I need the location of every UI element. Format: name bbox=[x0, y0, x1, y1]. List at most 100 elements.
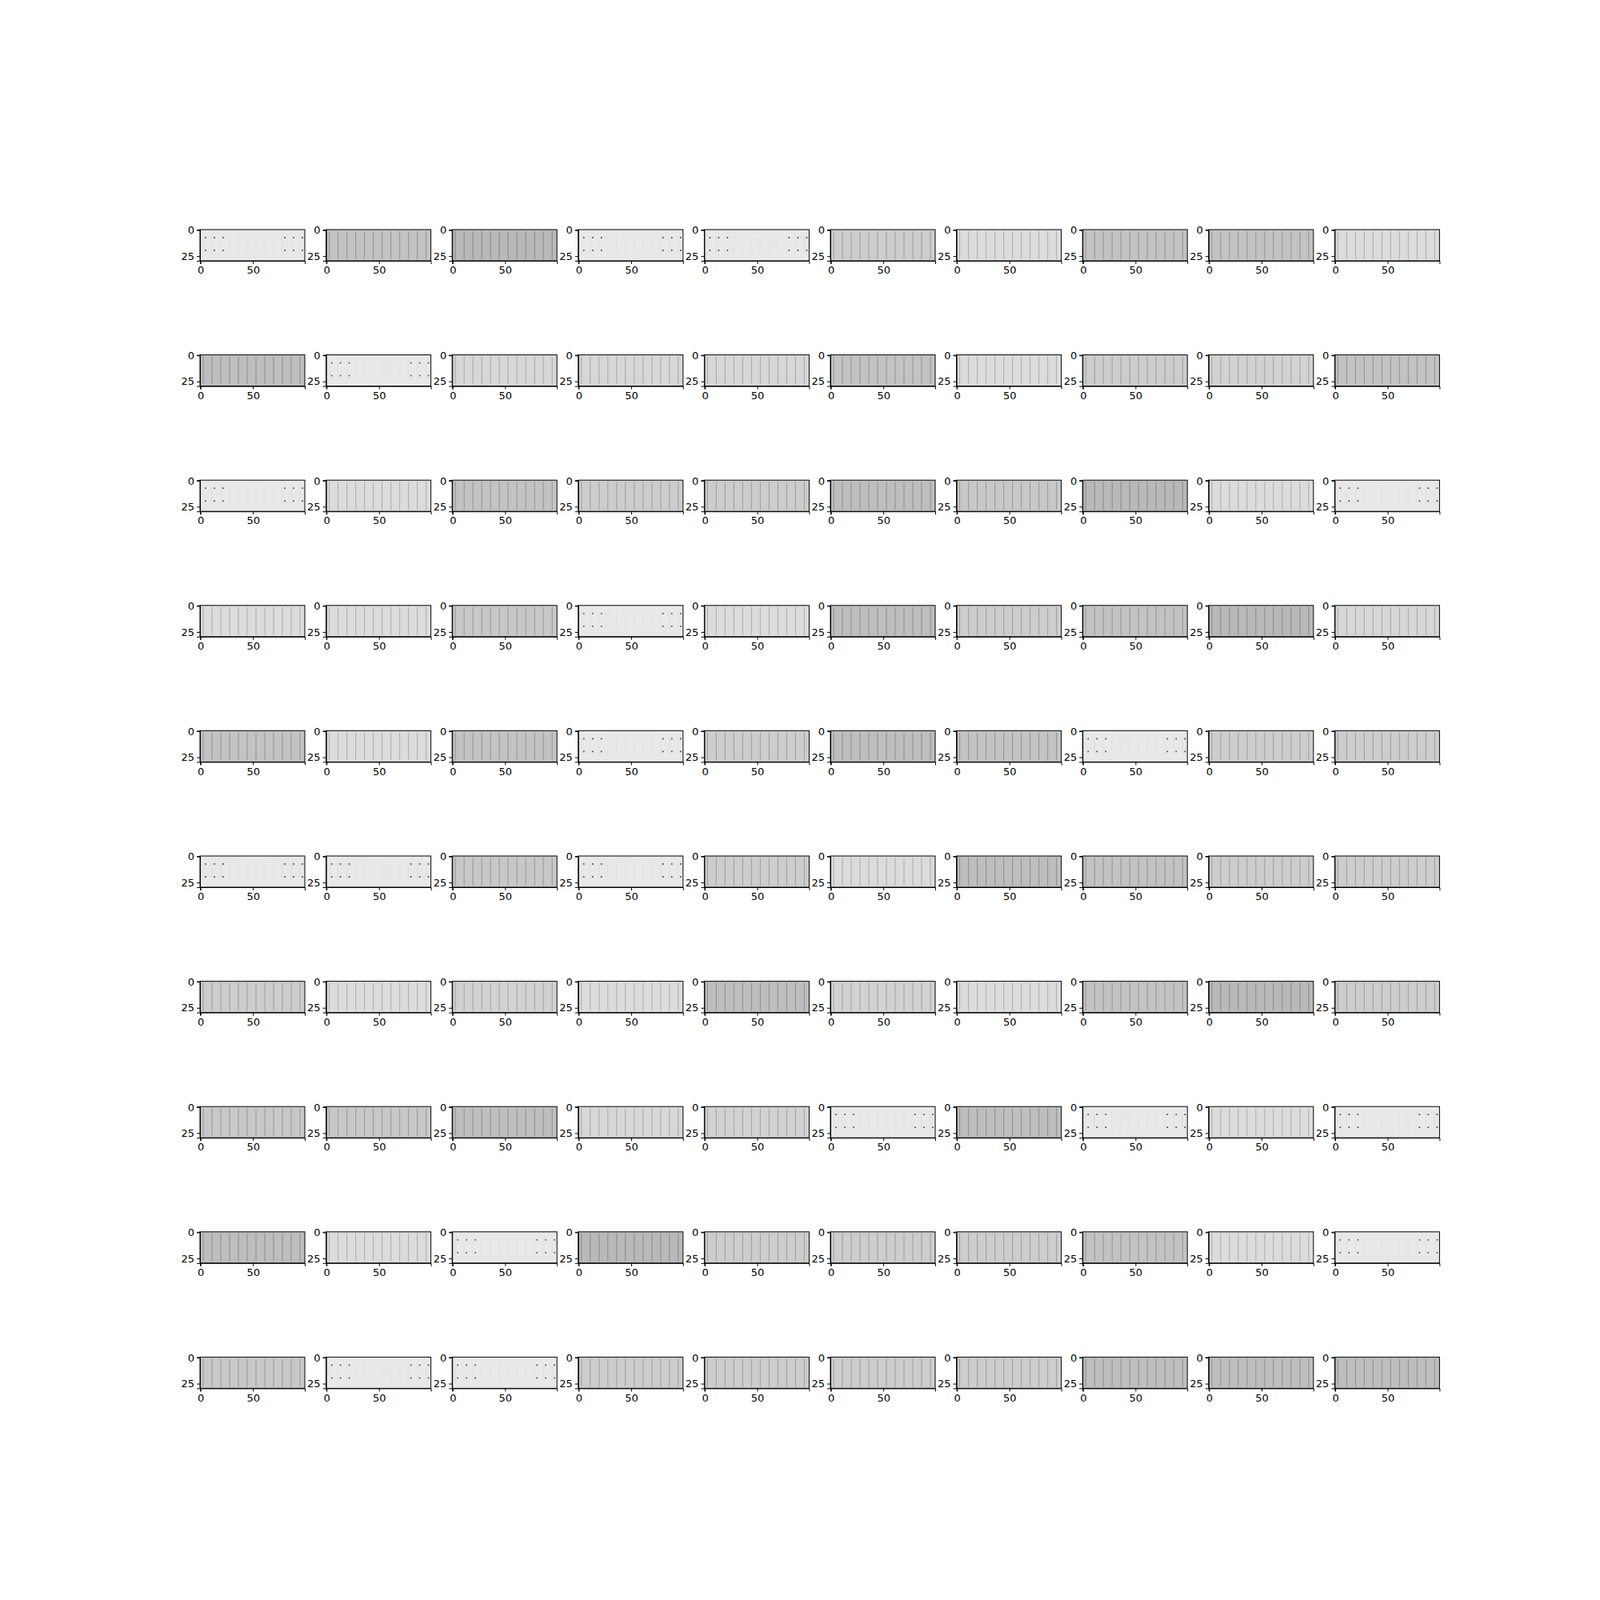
tick: 0 bbox=[954, 260, 961, 276]
texture bbox=[718, 236, 720, 239]
tick-label: 50 bbox=[1129, 640, 1144, 652]
tick-label: 0 bbox=[1196, 725, 1204, 738]
texture bbox=[553, 1364, 556, 1367]
tick-label: 25 bbox=[811, 626, 825, 639]
texture bbox=[923, 1126, 925, 1128]
tick-label: 0 bbox=[324, 514, 331, 527]
texture bbox=[284, 236, 286, 239]
y-axis: 025 bbox=[1189, 1352, 1209, 1391]
image-area bbox=[704, 981, 809, 1013]
tick-label: 0 bbox=[828, 640, 835, 652]
tick: 0 bbox=[566, 1101, 579, 1114]
texture bbox=[1340, 1126, 1342, 1128]
panel: 050025 bbox=[937, 1101, 1062, 1154]
tick-label: 25 bbox=[433, 876, 448, 889]
tick: 25 bbox=[307, 626, 327, 639]
tick: 0 bbox=[1206, 1137, 1213, 1153]
tick: 50 bbox=[751, 1137, 765, 1153]
texture bbox=[923, 1113, 925, 1116]
texture bbox=[348, 1364, 351, 1367]
texture bbox=[583, 738, 585, 740]
x-axis: 050 bbox=[449, 386, 557, 402]
texture bbox=[600, 751, 603, 753]
tick: 25 bbox=[937, 1252, 957, 1265]
image-cell bbox=[200, 981, 305, 1013]
tick: 50 bbox=[1129, 260, 1144, 276]
tick-label: 25 bbox=[1316, 375, 1330, 388]
tick-label: 0 bbox=[1206, 514, 1213, 527]
texture bbox=[536, 1364, 538, 1367]
texture bbox=[348, 362, 351, 364]
tick: 50 bbox=[1129, 1263, 1144, 1279]
image-area bbox=[452, 229, 557, 261]
tick-label: 25 bbox=[559, 876, 573, 889]
panel: 050025 bbox=[433, 1101, 558, 1154]
x-axis: 050 bbox=[324, 636, 432, 652]
tick-label: 50 bbox=[1129, 1266, 1144, 1279]
tick: 50 bbox=[624, 1137, 639, 1153]
tick: 0 bbox=[954, 386, 961, 402]
tick-label: 50 bbox=[1255, 389, 1269, 402]
texture bbox=[465, 1377, 468, 1380]
image-cell bbox=[200, 730, 305, 762]
tick-label: 25 bbox=[811, 250, 825, 263]
y-axis: 0 25 bbox=[1189, 725, 1209, 764]
image-area bbox=[704, 856, 809, 888]
tick: 50 bbox=[876, 1137, 891, 1153]
tick: 0 bbox=[324, 511, 331, 527]
tick: 25 bbox=[559, 250, 579, 263]
tick: 0 bbox=[954, 1012, 961, 1028]
tick: 0 bbox=[1196, 725, 1209, 738]
y-axis: 025 bbox=[180, 976, 200, 1015]
tick-label: 25 bbox=[1189, 500, 1204, 513]
tick: 0 bbox=[1070, 475, 1083, 488]
tick-label: 0 bbox=[1070, 1352, 1077, 1364]
texture bbox=[284, 876, 286, 878]
x-axis: 050 bbox=[197, 511, 305, 527]
texture bbox=[1104, 751, 1107, 753]
tick-label: 0 bbox=[944, 850, 951, 863]
tick: 25 bbox=[937, 1127, 957, 1140]
image-cell bbox=[956, 605, 1062, 637]
image-area bbox=[1334, 480, 1440, 512]
image-area bbox=[1334, 730, 1440, 762]
texture bbox=[1357, 1126, 1360, 1128]
panel: 050025 bbox=[433, 475, 558, 528]
tick-label: 0 bbox=[188, 1226, 195, 1239]
panel: 050025 bbox=[433, 725, 558, 778]
tick-label: 50 bbox=[1381, 890, 1396, 903]
y-axis: 025 bbox=[307, 224, 327, 263]
texture bbox=[1348, 487, 1351, 489]
tick: 0 bbox=[188, 349, 200, 362]
image-area bbox=[200, 1232, 305, 1264]
texture bbox=[1184, 751, 1186, 753]
panel: 050025 bbox=[1064, 1352, 1188, 1404]
y-axis: 025 bbox=[1064, 224, 1084, 263]
tick-label: 50 bbox=[372, 765, 387, 778]
tick-label: 0 bbox=[1332, 389, 1339, 402]
tick-label: 25 bbox=[1064, 1127, 1078, 1140]
tick: 25 bbox=[307, 1001, 327, 1014]
panel: 050025 bbox=[811, 725, 936, 778]
tick-label: 25 bbox=[1189, 751, 1204, 764]
panel: 050025 bbox=[1189, 1101, 1314, 1154]
texture bbox=[456, 1239, 459, 1241]
tick: 50 bbox=[876, 511, 891, 527]
tick: 50 bbox=[372, 1263, 387, 1279]
image-area bbox=[578, 355, 684, 387]
tick-label: 0 bbox=[197, 264, 204, 276]
tick-label: 0 bbox=[197, 1266, 204, 1279]
texture bbox=[671, 612, 673, 615]
tick: 0 bbox=[701, 887, 708, 903]
image-area bbox=[1082, 981, 1188, 1013]
tick-label: 25 bbox=[307, 626, 321, 639]
tick-label: 25 bbox=[937, 500, 952, 513]
x-axis: 050 bbox=[576, 1388, 684, 1404]
tick-label: 0 bbox=[1322, 976, 1329, 988]
image-area bbox=[1082, 480, 1188, 512]
y-axis: 025 bbox=[811, 600, 831, 639]
tick-label: 0 bbox=[701, 890, 708, 903]
tick-label: 50 bbox=[372, 1392, 387, 1404]
panel: 050025 bbox=[180, 1352, 305, 1404]
panel: 050025 bbox=[1316, 1226, 1440, 1279]
